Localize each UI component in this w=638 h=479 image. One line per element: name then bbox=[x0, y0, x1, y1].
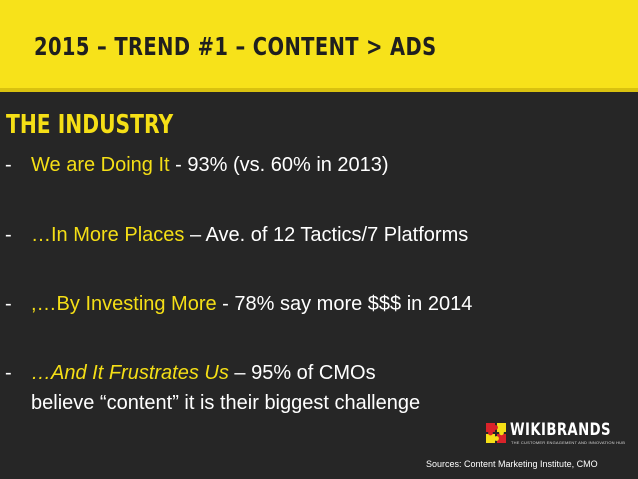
title-bar: 2015 – Trend #1 – Content > Ads bbox=[0, 0, 638, 92]
bullet-dash: - bbox=[5, 293, 12, 315]
bullet-highlight: ,…By Investing More bbox=[31, 293, 217, 315]
bullet-item: - ,…By Investing More - 78% say more $$$ … bbox=[5, 291, 472, 317]
bullet-highlight: …In More Places bbox=[31, 224, 185, 246]
bullet-highlight: …And It Frustrates Us bbox=[31, 362, 229, 384]
puzzle-icon bbox=[486, 423, 506, 443]
bullet-text: - 78% say more $$$ in 2014 bbox=[216, 293, 473, 315]
bullet-dash: - bbox=[5, 224, 12, 246]
bullet-text: – Ave. of 12 Tactics/7 Platforms bbox=[184, 224, 469, 246]
slide-title: 2015 – Trend #1 – Content > Ads bbox=[34, 32, 437, 61]
bullet-dash: - bbox=[5, 154, 12, 176]
section-heading: The Industry bbox=[6, 110, 174, 140]
bullet-item: - …In More Places – Ave. of 12 Tactics/7 … bbox=[5, 222, 468, 248]
bullet-dash: - bbox=[5, 362, 12, 384]
bullet-item: - We are Doing It - 93% (vs. 60% in 2013) bbox=[5, 152, 389, 178]
bullet-continuation: believe “content” it is their biggest ch… bbox=[31, 392, 421, 414]
bullet-item: - …And It Frustrates Us – 95% of CMOs bbox=[5, 360, 376, 386]
sources-note: Sources: Content Marketing Institute, CM… bbox=[426, 459, 598, 469]
bullet-highlight: We are Doing It bbox=[31, 154, 170, 176]
brand-name: WIKIBRANDS bbox=[510, 420, 611, 440]
wikibrands-logo: WIKIBRANDS THE CUSTOMER ENGAGEMENT AND I… bbox=[484, 419, 625, 451]
brand-tagline: THE CUSTOMER ENGAGEMENT AND INNOVATION H… bbox=[511, 440, 626, 445]
bullet-text: – 95% of CMOs bbox=[228, 362, 376, 384]
bullet-text: - 93% (vs. 60% in 2013) bbox=[169, 154, 389, 176]
